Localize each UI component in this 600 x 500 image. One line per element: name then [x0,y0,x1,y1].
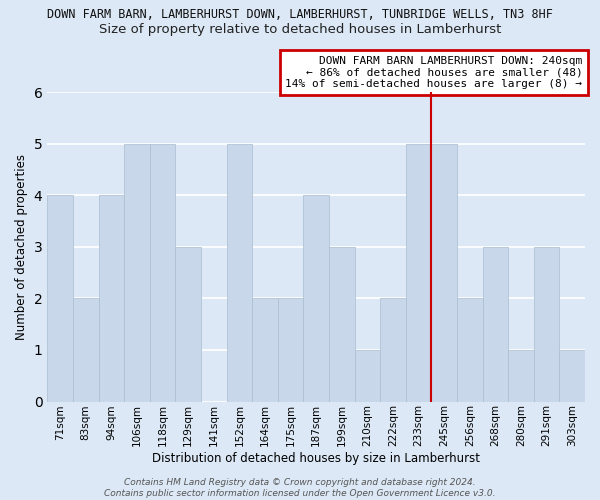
Bar [355,350,380,402]
Bar [150,144,175,402]
Bar [329,247,355,402]
Bar [457,298,482,402]
Bar [227,144,252,402]
Y-axis label: Number of detached properties: Number of detached properties [15,154,28,340]
Text: DOWN FARM BARN, LAMBERHURST DOWN, LAMBERHURST, TUNBRIDGE WELLS, TN3 8HF: DOWN FARM BARN, LAMBERHURST DOWN, LAMBER… [47,8,553,20]
Bar [431,144,457,402]
Bar [508,350,534,402]
Bar [559,350,585,402]
Bar [278,298,304,402]
Text: Size of property relative to detached houses in Lamberhurst: Size of property relative to detached ho… [99,22,501,36]
Bar [380,298,406,402]
Bar [482,247,508,402]
Bar [73,298,98,402]
Bar [304,195,329,402]
Bar [124,144,150,402]
Bar [252,298,278,402]
Bar [47,195,73,402]
Bar [98,195,124,402]
Bar [534,247,559,402]
Bar [175,247,201,402]
Text: Contains HM Land Registry data © Crown copyright and database right 2024.
Contai: Contains HM Land Registry data © Crown c… [104,478,496,498]
X-axis label: Distribution of detached houses by size in Lamberhurst: Distribution of detached houses by size … [152,452,480,465]
Bar [406,144,431,402]
Text: DOWN FARM BARN LAMBERHURST DOWN: 240sqm
← 86% of detached houses are smaller (48: DOWN FARM BARN LAMBERHURST DOWN: 240sqm … [286,56,583,89]
